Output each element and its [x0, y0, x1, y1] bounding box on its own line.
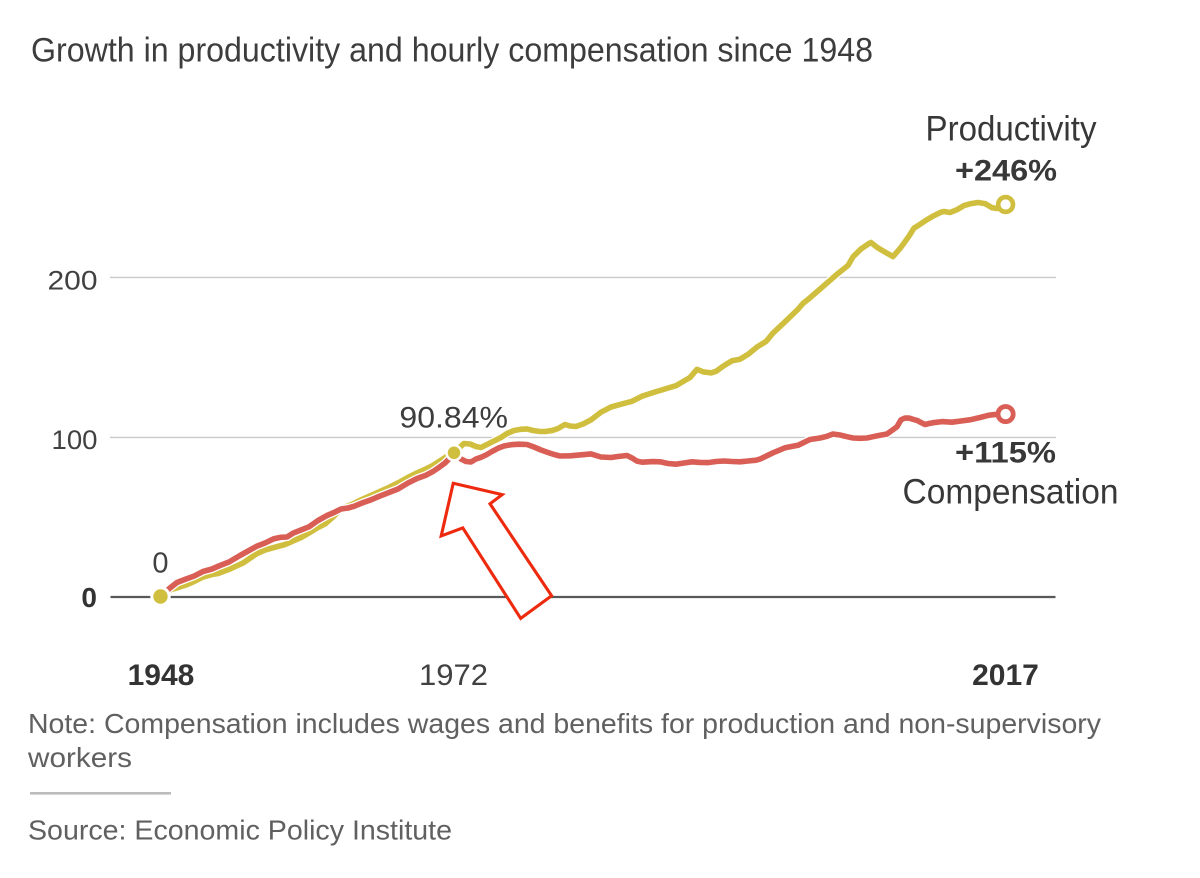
svg-text:Note: Compensation includes wa: Note: Compensation includes wages and be… — [28, 708, 1101, 739]
svg-text:Growth in productivity and hou: Growth in productivity and hourly compen… — [31, 32, 873, 70]
svg-text:90.84%: 90.84% — [399, 402, 508, 435]
svg-text:1948: 1948 — [128, 659, 195, 692]
svg-text:workers: workers — [27, 742, 132, 773]
svg-text:Source: Economic Policy Instit: Source: Economic Policy Institute — [28, 815, 452, 846]
svg-text:+115%: +115% — [955, 437, 1056, 470]
svg-text:Productivity: Productivity — [926, 110, 1097, 149]
svg-text:0: 0 — [81, 582, 97, 613]
svg-text:0: 0 — [152, 548, 168, 580]
svg-text:200: 200 — [48, 266, 98, 296]
svg-text:Compensation: Compensation — [903, 473, 1119, 512]
svg-text:1972: 1972 — [419, 659, 488, 692]
svg-text:2017: 2017 — [972, 659, 1039, 692]
svg-text:+246%: +246% — [955, 155, 1057, 188]
svg-text:100: 100 — [52, 425, 98, 455]
